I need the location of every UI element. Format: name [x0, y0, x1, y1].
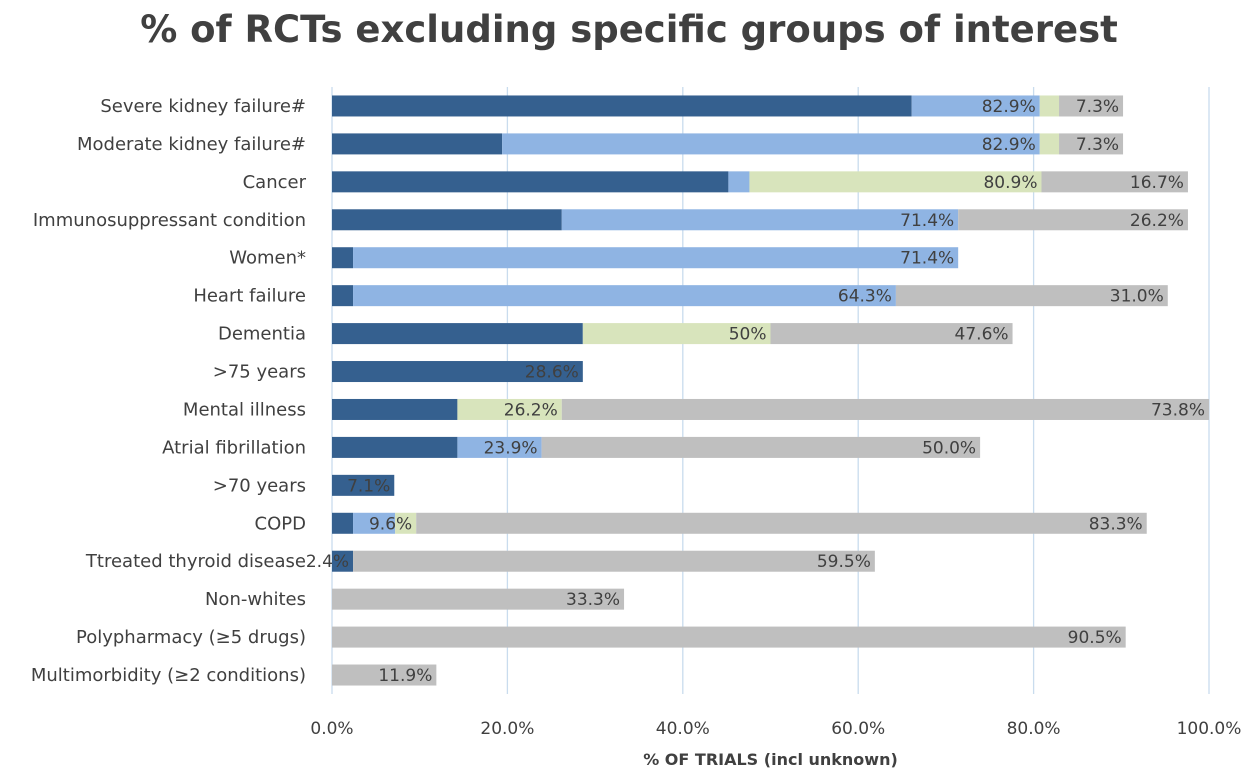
x-tick-label: 20.0%	[480, 719, 534, 739]
data-label: 82.9%	[982, 97, 1036, 117]
bar-segment	[416, 512, 1147, 534]
data-label: 71.4%	[900, 211, 954, 231]
data-label: 90.5%	[1068, 628, 1122, 648]
data-label: 7.3%	[1076, 135, 1119, 155]
bar-segment	[332, 171, 729, 193]
bar-segment	[332, 436, 458, 458]
bar-segment	[561, 398, 1209, 420]
data-label: 47.6%	[955, 325, 1009, 345]
bar-segment	[332, 626, 1126, 648]
data-label: 83.3%	[1089, 514, 1143, 534]
category-label: >75 years	[213, 362, 306, 383]
bar-segment	[332, 588, 625, 610]
bar-segment	[1059, 133, 1124, 155]
bar-segment	[332, 474, 395, 496]
category-label: Moderate kidney failure#	[77, 134, 306, 155]
category-label: Ttreated thyroid disease	[85, 551, 306, 572]
data-label: 64.3%	[838, 287, 892, 307]
bar-segment	[332, 398, 458, 420]
bar-segment	[353, 512, 396, 534]
bar-segment	[561, 209, 959, 231]
bar-segment	[770, 323, 1013, 345]
x-tick-label: 80.0%	[1007, 719, 1061, 739]
bar-segments	[332, 95, 1209, 686]
bar-segment	[332, 95, 912, 117]
data-label: 28.6%	[525, 363, 579, 383]
category-label: Cancer	[243, 172, 307, 193]
category-label: >70 years	[213, 475, 306, 496]
data-label: 82.9%	[982, 135, 1036, 155]
category-label: Women*	[229, 248, 306, 269]
bar-segment	[332, 209, 562, 231]
bar-segment	[749, 171, 1042, 193]
data-label: 9.6%	[369, 514, 412, 534]
bar-segment	[332, 323, 583, 345]
bar-segment	[332, 285, 354, 307]
data-label: 71.4%	[900, 249, 954, 269]
bar-segment	[457, 436, 542, 458]
category-label: Atrial fibrillation	[162, 437, 306, 458]
data-label: 7.3%	[1076, 97, 1119, 117]
bar-segment	[728, 171, 750, 193]
category-label: Non-whites	[205, 589, 306, 610]
data-label: 26.2%	[504, 400, 558, 420]
x-tick-label: 0.0%	[310, 719, 353, 739]
data-label: 59.5%	[817, 552, 871, 572]
category-label: Severe kidney failure#	[100, 96, 306, 117]
bar-segment	[1041, 171, 1188, 193]
bar-segment	[332, 512, 354, 534]
bar-segment	[911, 95, 1040, 117]
category-label: Polypharmacy (≥5 drugs)	[76, 627, 306, 648]
bar-segment	[332, 361, 583, 383]
bar-segment	[457, 398, 562, 420]
x-tick-labels: 0.0% 20.0% 40.0% 60.0% 80.0% 100.0%	[310, 719, 1241, 739]
bar-segment	[332, 550, 354, 572]
bar-segment	[1039, 133, 1060, 155]
x-tick-label: 60.0%	[831, 719, 885, 739]
data-label: 31.0%	[1110, 287, 1164, 307]
category-label: COPD	[255, 513, 306, 534]
data-label: 11.9%	[378, 666, 432, 686]
data-label: 80.9%	[983, 173, 1037, 193]
bar-segment	[502, 133, 1040, 155]
bar-segment	[332, 133, 503, 155]
bar-segment	[1039, 95, 1060, 117]
data-label: 7.1%	[347, 476, 390, 496]
x-axis-title: % OF TRIALS (incl unknown)	[643, 750, 898, 769]
data-label: 33.3%	[566, 590, 620, 610]
category-label: Multimorbidity (≥2 conditions)	[31, 665, 306, 686]
bar-segment	[353, 550, 875, 572]
category-label: Heart failure	[193, 286, 306, 307]
bar-segment	[1059, 95, 1124, 117]
data-label: 73.8%	[1151, 400, 1205, 420]
bar-segment	[582, 323, 771, 345]
bar-segment	[958, 209, 1188, 231]
bar-segment	[332, 247, 354, 269]
bar-segment	[395, 512, 417, 534]
category-label: Dementia	[218, 324, 306, 345]
category-labels: Severe kidney failure# Moderate kidney fa…	[31, 96, 307, 686]
bar-segment	[353, 247, 959, 269]
bar-segment	[541, 436, 981, 458]
bar-segment	[895, 285, 1168, 307]
bar-segment	[332, 664, 437, 686]
data-label: 26.2%	[1130, 211, 1184, 231]
category-label: Immunosuppressant condition	[33, 210, 306, 231]
data-label: 50.0%	[922, 438, 976, 458]
data-label: 23.9%	[484, 438, 538, 458]
data-label: 16.7%	[1130, 173, 1184, 193]
chart-title: % of RCTs excluding specific groups of i…	[140, 8, 1118, 51]
category-label: Mental illness	[183, 399, 306, 420]
bar-segment	[353, 285, 896, 307]
x-tick-label: 100.0%	[1177, 719, 1242, 739]
data-label: 50%	[729, 325, 767, 345]
x-tick-label: 40.0%	[656, 719, 710, 739]
data-label: 2.4%	[306, 552, 349, 572]
data-labels: 82.9% 7.3% 82.9% 7.3% 80.9% 16.7% 71.4% 26.2% 71…	[306, 97, 1205, 686]
